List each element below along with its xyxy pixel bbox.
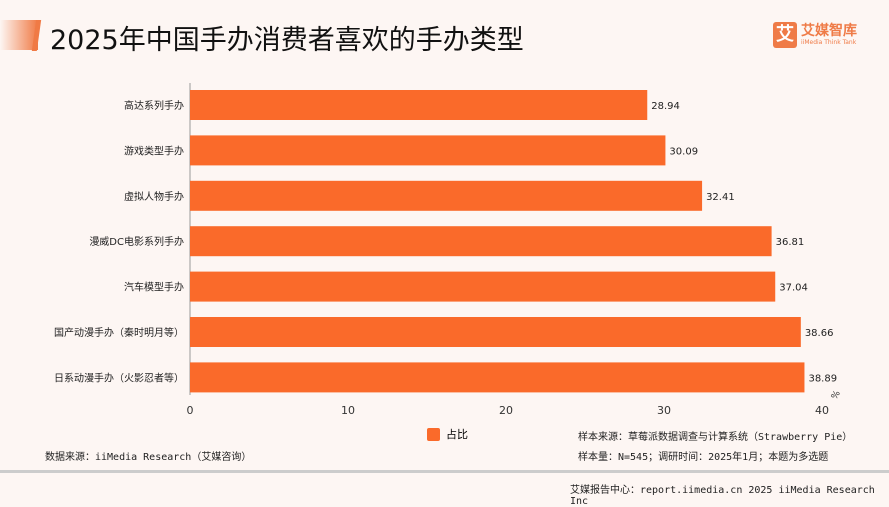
- category-label: 游戏类型手办: [124, 144, 184, 157]
- category-label: 汽车模型手办: [124, 281, 184, 294]
- logo-name: 艾媒智库: [801, 23, 857, 39]
- category-label: 日系动漫手办（火影忍者等）: [54, 371, 184, 384]
- logo-icon: 艾: [773, 22, 797, 48]
- x-tick-label: 0: [187, 404, 194, 417]
- x-tick-label: 10: [341, 404, 355, 417]
- legend-swatch: [427, 427, 440, 441]
- x-unit-label: %: [830, 389, 843, 402]
- category-label: 虚拟人物手办: [124, 190, 184, 203]
- data-label: 37.04: [779, 283, 808, 294]
- sample-source: 样本来源：草莓派数据调查与计算系统（Strawberry Pie）: [578, 432, 853, 443]
- category-label: 漫威DC电影系列手办: [89, 235, 184, 248]
- bar: [190, 362, 805, 393]
- header-accent: [0, 20, 38, 50]
- bar: [190, 317, 801, 347]
- bar: [190, 271, 776, 302]
- data-label: 28.94: [651, 101, 680, 112]
- category-label: 高达系列手办: [124, 99, 184, 112]
- divider: [0, 470, 889, 473]
- x-tick-label: 20: [499, 404, 513, 417]
- legend-label: 占比: [446, 428, 468, 441]
- data-label: 32.41: [706, 192, 735, 203]
- x-tick-label: 30: [657, 404, 671, 417]
- bar: [190, 180, 703, 211]
- data-label: 38.66: [805, 328, 834, 339]
- bar: [190, 135, 666, 166]
- bar: [190, 226, 772, 257]
- logo: 艾 艾媒智库 iiMedia Think Tank: [773, 22, 857, 48]
- sample-size: 样本量：N=545；调研时间：2025年1月；本题为多选题: [578, 452, 829, 463]
- data-source: 数据来源：iiMedia Research（艾媒咨询）: [45, 452, 252, 463]
- logo-sub: iiMedia Think Tank: [801, 39, 857, 46]
- report-footer: 艾媒报告中心：report.iimedia.cn 2025 iiMedia Re…: [570, 485, 875, 507]
- bar: [190, 90, 648, 120]
- data-label: 38.89: [808, 373, 837, 384]
- x-tick-label: 40: [815, 404, 829, 417]
- legend: 占比: [427, 426, 468, 442]
- data-label: 36.81: [776, 237, 805, 248]
- category-label: 国产动漫手办（秦时明月等）: [54, 326, 184, 339]
- page-title: 2025年中国手办消费者喜欢的手办类型: [50, 25, 524, 56]
- data-label: 30.09: [669, 146, 698, 157]
